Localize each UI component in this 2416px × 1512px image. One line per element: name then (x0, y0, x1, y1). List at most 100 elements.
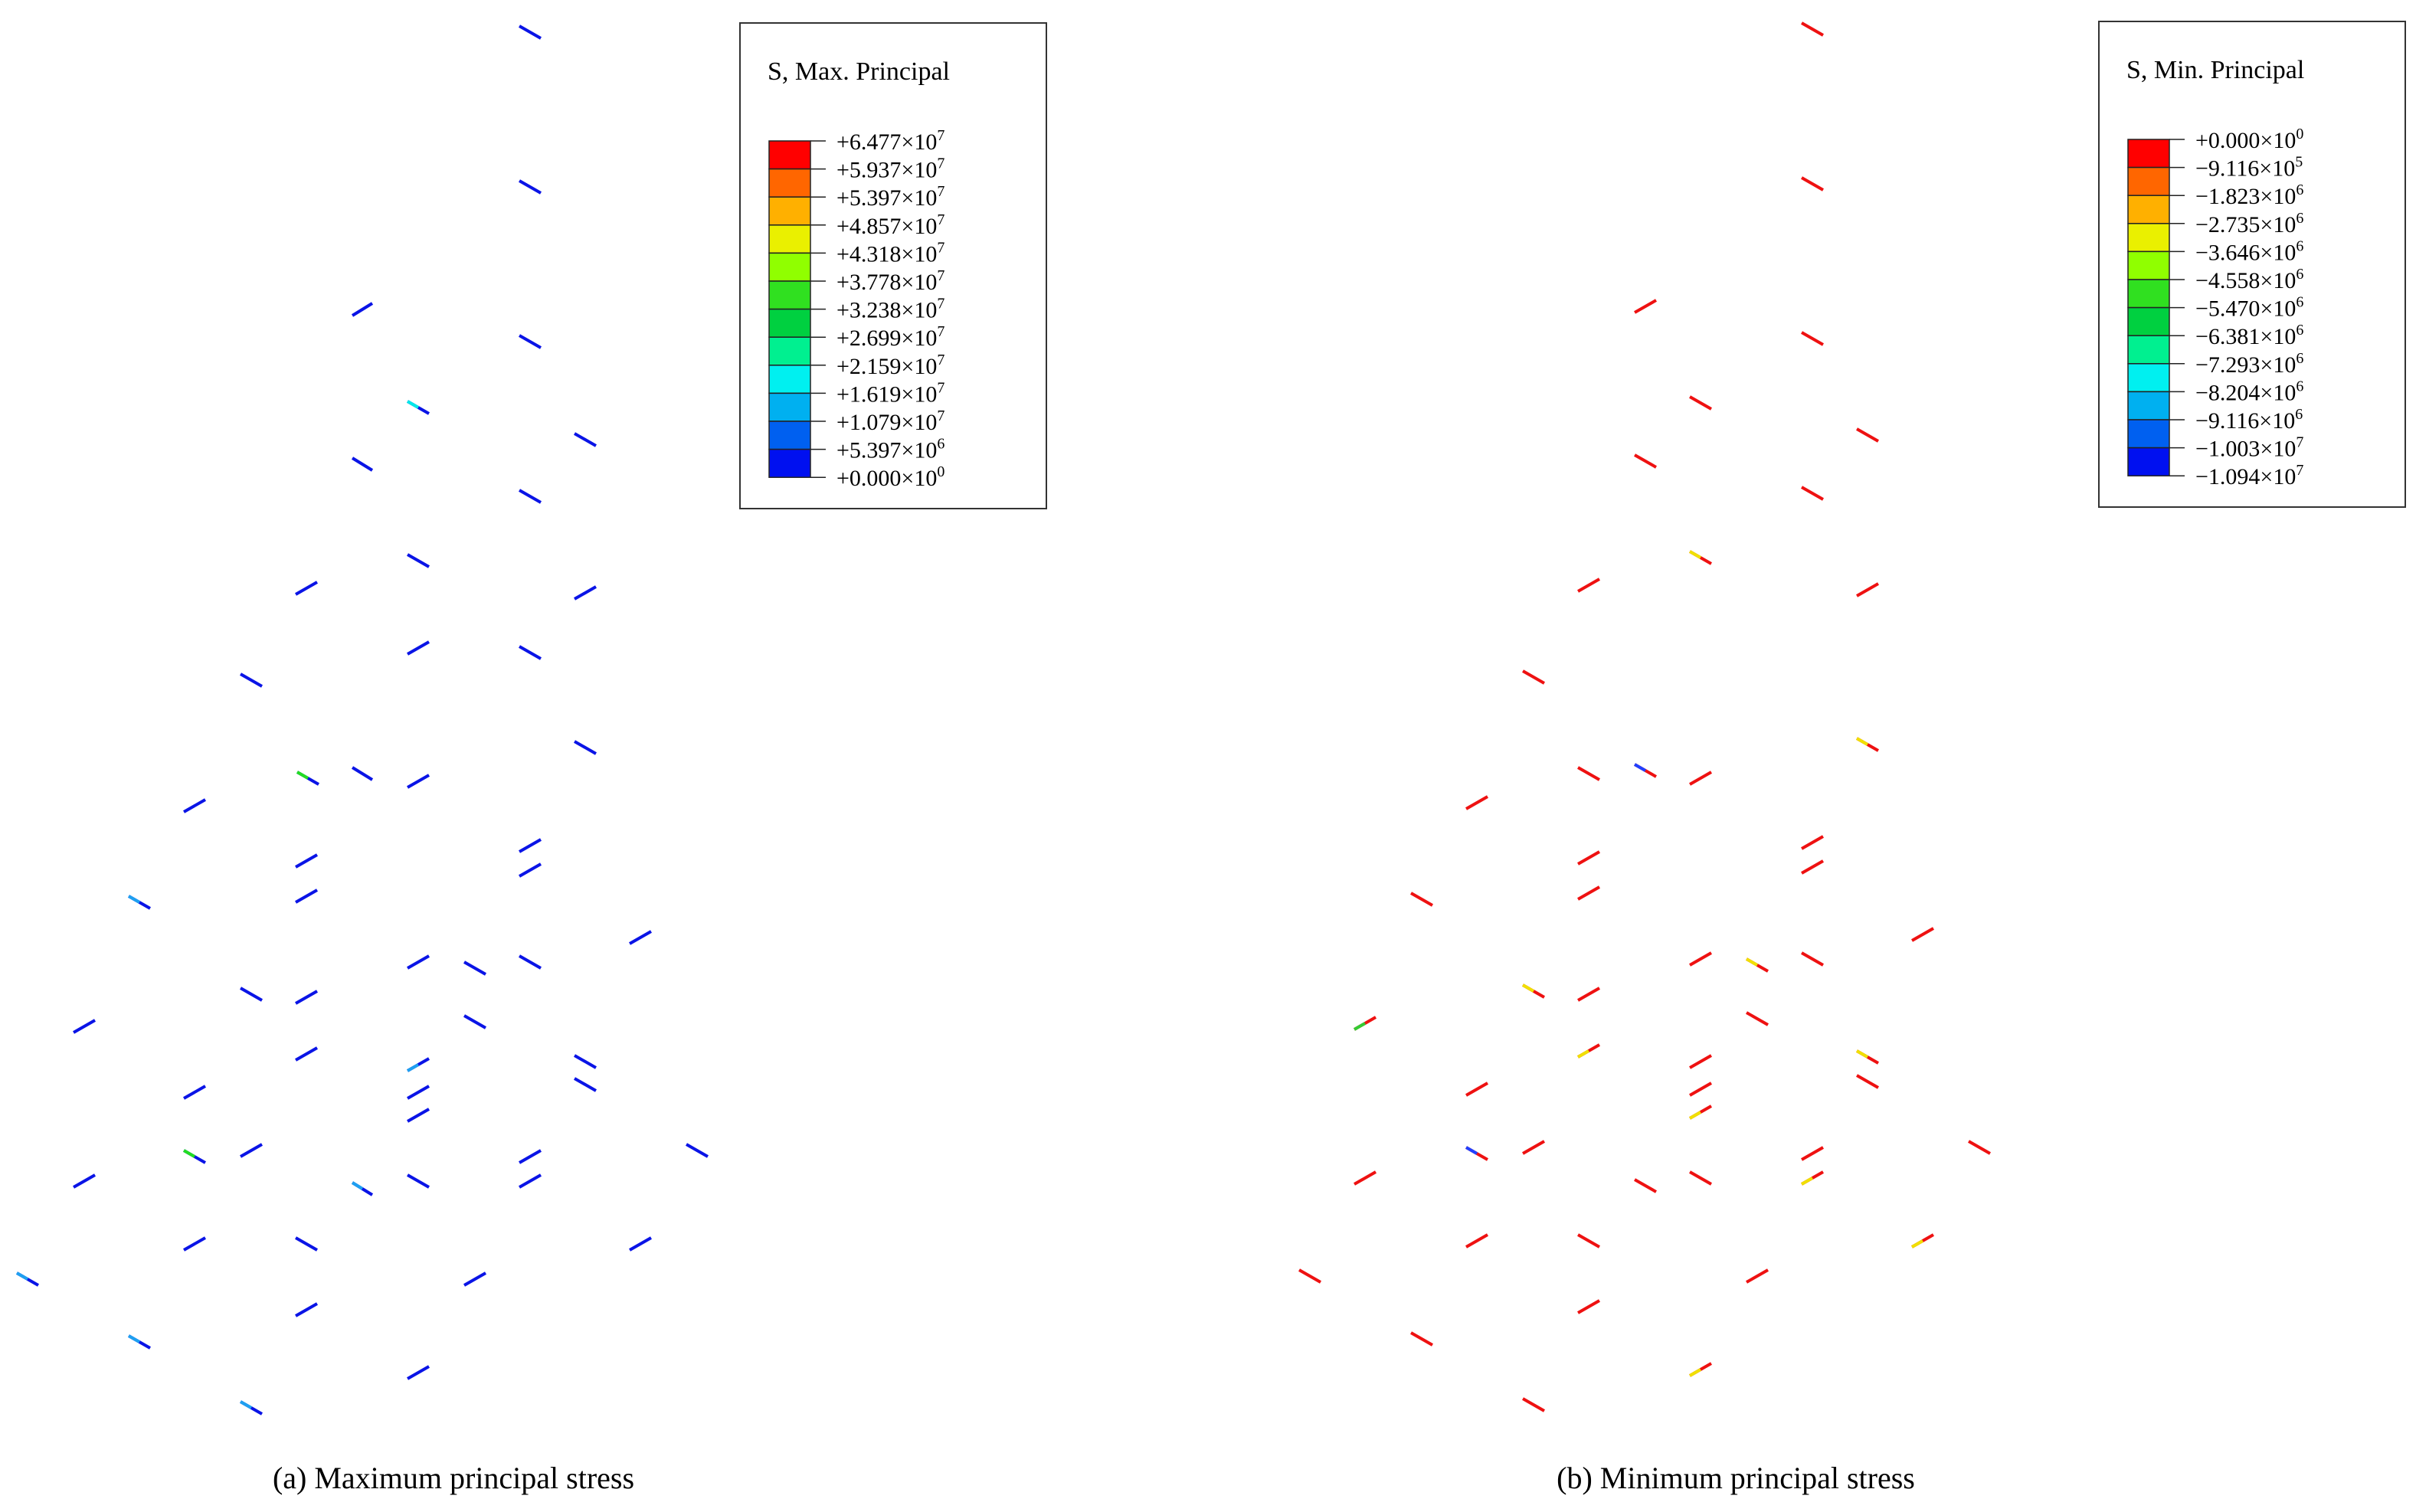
colorbar-band (2127, 195, 2170, 224)
colorbar-tick-label: −2.735×106 (2195, 210, 2303, 237)
colorbar (2127, 139, 2185, 476)
truss-element-hotspot (128, 895, 140, 904)
colorbar-band (2127, 139, 2170, 169)
truss-element-hotspot (1522, 983, 1534, 993)
truss-element (1801, 331, 1824, 346)
truss-element-hotspot (407, 1063, 419, 1072)
truss-element (1354, 1170, 1377, 1186)
truss-element (1522, 669, 1545, 685)
truss-element (519, 1149, 542, 1164)
legend-title: S, Max. Principal (768, 57, 950, 86)
truss-element-hotspot (1801, 1177, 1813, 1186)
truss-element (407, 1108, 430, 1123)
colorbar-band (2127, 306, 2170, 336)
colorbar-tick-label: +4.857×107 (836, 211, 944, 239)
colorbar-band (2127, 223, 2170, 253)
colorbar-tick-label: −9.116×105 (2195, 154, 2303, 182)
truss-element (183, 1236, 206, 1252)
truss-element-hotspot (1689, 550, 1701, 559)
truss-element (351, 302, 374, 317)
truss-element (574, 1054, 597, 1069)
colorbar-band (768, 421, 811, 450)
truss-element (1689, 1082, 1712, 1097)
panel-min-principal: S, Min. Principal +0.000×100−9.116×105−1… (1298, 21, 2406, 1495)
colorbar-band (2127, 166, 2170, 196)
truss-element-hotspot (1911, 1239, 1923, 1249)
colorbar-tick-label: +1.619×107 (836, 379, 944, 407)
truss-element (1856, 427, 1879, 443)
truss-element (629, 930, 652, 945)
truss-element-hotspot (1689, 1111, 1701, 1120)
colorbar-tick-label: −3.646×106 (2195, 237, 2303, 265)
truss-element (1801, 951, 1824, 967)
colorbar-band (768, 365, 811, 394)
truss-element-hotspot (351, 1181, 364, 1190)
colorbar-band (768, 392, 811, 422)
truss-element (1577, 850, 1600, 866)
truss-element (407, 774, 430, 789)
truss-element (629, 1236, 652, 1252)
truss-element (1634, 1178, 1657, 1193)
colorbar-labels: +0.000×100−9.116×105−1.823×106−2.735×106… (2195, 126, 2303, 489)
colorbar-tick-label: +3.778×107 (836, 267, 944, 295)
colorbar-band (768, 308, 811, 338)
colorbar-band (768, 140, 811, 170)
truss-element (1522, 1140, 1545, 1155)
truss-element (73, 1019, 96, 1034)
truss-element (463, 1271, 486, 1287)
colorbar-band (2127, 335, 2170, 365)
truss-element (295, 581, 318, 596)
colorbar-tick-label: +5.397×107 (836, 183, 944, 211)
truss-element (1856, 1074, 1879, 1089)
truss-element-hotspot (183, 1149, 195, 1158)
truss-element (1689, 1054, 1712, 1069)
caption-a: (a) Maximum principal stress (273, 1461, 634, 1495)
truss-element (240, 673, 263, 688)
truss-element (295, 1236, 318, 1252)
colorbar-tick-label: +5.397×106 (836, 436, 944, 463)
truss-element (1911, 927, 1934, 942)
truss-element (1689, 951, 1712, 967)
truss-element (1689, 395, 1712, 411)
colorbar-tick-label: −4.558×106 (2195, 266, 2303, 293)
legend-title: S, Min. Principal (2126, 56, 2304, 84)
truss-element (519, 1173, 542, 1189)
colorbar-band (2127, 419, 2170, 449)
element-field-max (16, 25, 709, 1415)
truss-element (351, 457, 374, 472)
truss-element (1689, 1170, 1712, 1186)
colorbar (768, 140, 826, 478)
truss-element (1577, 885, 1600, 901)
truss-element (1801, 1146, 1824, 1161)
colorbar-tick-label: −1.094×107 (2195, 462, 2303, 489)
panel-max-principal: S, Max. Principal +6.477×107+5.937×107+5… (16, 22, 1047, 1495)
truss-element (519, 862, 542, 878)
truss-element (1410, 1331, 1433, 1347)
truss-element (1689, 771, 1712, 786)
colorbar-band (768, 196, 811, 226)
truss-element (1801, 486, 1824, 501)
colorbar-tick-label: +1.079×107 (836, 407, 944, 435)
truss-element (1577, 578, 1600, 593)
truss-element (1634, 453, 1657, 469)
truss-element (295, 1046, 318, 1062)
truss-element (73, 1173, 96, 1189)
truss-element (574, 585, 597, 601)
colorbar-band (768, 336, 811, 366)
truss-element (574, 1077, 597, 1092)
colorbar-tick-label: +2.699×107 (836, 323, 944, 351)
colorbar-tick-label: −6.381×106 (2195, 322, 2303, 349)
truss-element (407, 1173, 430, 1189)
truss-element (240, 987, 263, 1002)
truss-element (1465, 1233, 1488, 1249)
truss-element (1801, 835, 1824, 850)
truss-element (463, 1014, 486, 1029)
colorbar-tick-label: −1.003×107 (2195, 434, 2303, 462)
truss-element (574, 740, 597, 755)
truss-element (519, 334, 542, 349)
truss-element (519, 489, 542, 504)
truss-element (295, 990, 318, 1005)
truss-element (1801, 176, 1824, 191)
truss-element-hotspot (1577, 1049, 1589, 1059)
truss-element (686, 1143, 709, 1158)
